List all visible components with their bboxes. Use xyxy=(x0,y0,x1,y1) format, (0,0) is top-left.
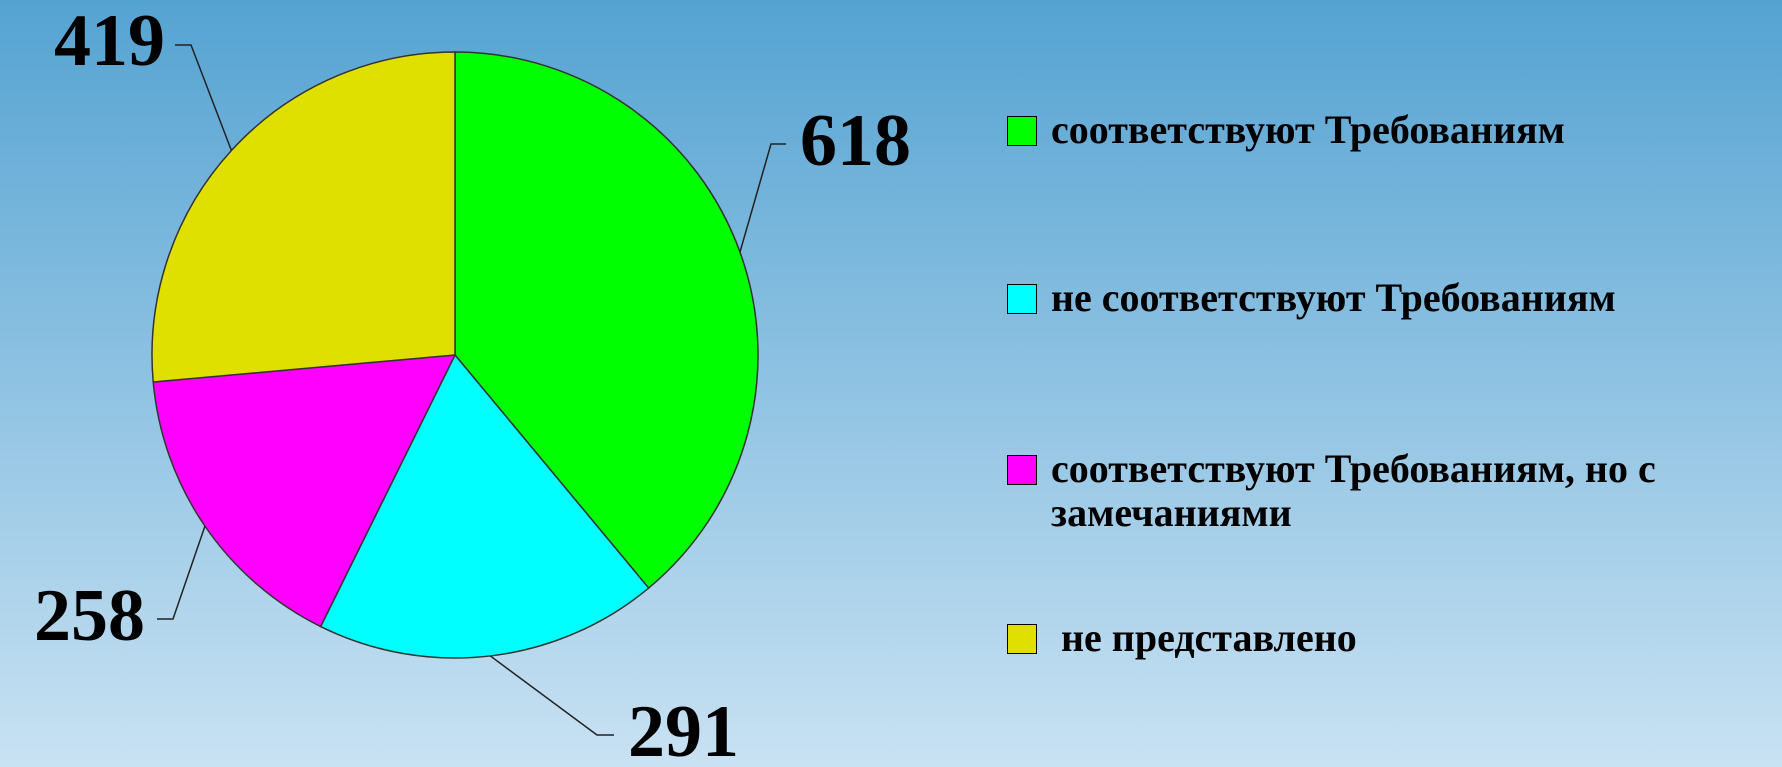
legend-swatch xyxy=(1007,624,1037,654)
legend-label: соответствуют Требованиям xyxy=(1051,107,1565,152)
legend-label: не представлено xyxy=(1051,615,1357,660)
legend-label: соответствуют Требованиям, но с замечани… xyxy=(1051,446,1666,535)
leader-line xyxy=(489,655,614,736)
pie-slice xyxy=(151,51,456,383)
leader-line xyxy=(157,525,206,620)
data-label: 618 xyxy=(800,100,911,182)
legend-swatch xyxy=(1007,455,1037,485)
pie-slice xyxy=(319,353,650,659)
leader-line xyxy=(175,44,233,151)
data-label: 291 xyxy=(628,691,739,767)
legend-swatch xyxy=(1007,284,1037,314)
legend-item: соответствуют Требованиям xyxy=(1007,108,1782,152)
legend-label: не соответствуют Требованиям xyxy=(1051,275,1616,320)
legend-item: не соответствуют Требованиям xyxy=(1007,276,1782,320)
leader-line xyxy=(739,143,786,253)
pie-slice xyxy=(454,51,759,590)
legend-item: не представлено xyxy=(1007,616,1782,660)
pie-slice xyxy=(152,354,457,628)
legend-item: соответствуют Требованиям, но с замечани… xyxy=(1007,447,1782,535)
data-label: 258 xyxy=(34,575,145,657)
data-label: 419 xyxy=(54,0,165,82)
legend-swatch xyxy=(1007,116,1037,146)
